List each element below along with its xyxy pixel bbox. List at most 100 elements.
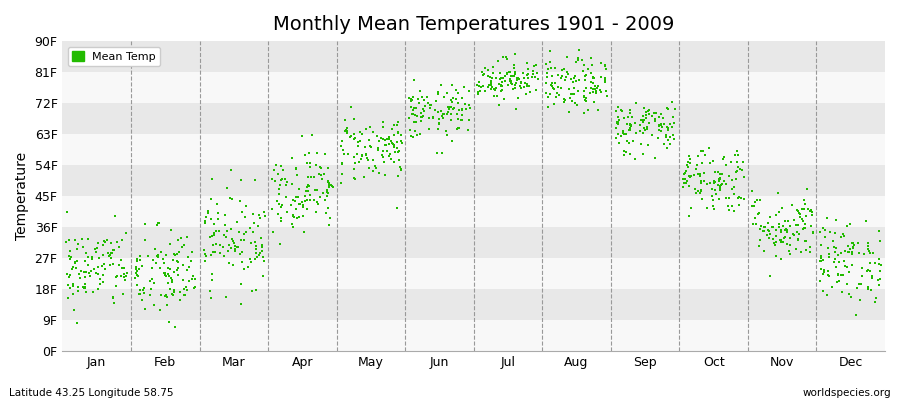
Point [779, 229, 794, 235]
Point [359, 151, 374, 157]
Point [539, 90, 554, 96]
Point [408, 128, 422, 134]
Point [253, 215, 267, 222]
Point [571, 54, 585, 61]
Point [648, 110, 662, 116]
Point [213, 242, 228, 248]
Point [161, 319, 176, 326]
Point [668, 106, 682, 112]
Point [753, 196, 768, 203]
Point [496, 75, 510, 82]
Point [204, 252, 219, 258]
Point [521, 70, 535, 77]
Point [238, 231, 252, 238]
Point [235, 249, 249, 255]
Point [228, 245, 242, 252]
Point [620, 120, 634, 127]
Point [433, 82, 447, 88]
Point [266, 206, 280, 212]
Point [66, 290, 80, 297]
Point [222, 195, 237, 202]
Point [732, 202, 746, 208]
Point [862, 260, 877, 266]
Point [706, 180, 721, 186]
Point [719, 162, 733, 168]
Legend: Mean Temp: Mean Temp [68, 47, 160, 66]
Point [571, 88, 585, 94]
Point [590, 107, 605, 113]
Point [589, 88, 603, 94]
Point [712, 196, 726, 202]
Point [481, 84, 495, 90]
Point [105, 250, 120, 256]
Point [446, 95, 460, 101]
Point [762, 273, 777, 279]
Point [652, 122, 666, 129]
Point [94, 281, 108, 288]
Point [684, 205, 698, 211]
Point [660, 124, 674, 130]
Point [836, 272, 850, 278]
Point [356, 174, 371, 180]
Point [157, 260, 171, 266]
Point [420, 100, 435, 106]
Point [578, 97, 592, 103]
Point [587, 99, 601, 106]
Point [73, 275, 87, 281]
Point [681, 164, 696, 170]
Point [633, 128, 647, 135]
Point [385, 140, 400, 146]
Point [303, 191, 318, 198]
Point [177, 292, 192, 298]
Point [707, 206, 722, 212]
Point [84, 268, 98, 274]
Point [484, 80, 499, 86]
Point [627, 120, 642, 126]
Point [796, 206, 811, 212]
Point [796, 225, 811, 232]
Point [584, 70, 598, 76]
Point [654, 121, 669, 127]
Point [707, 179, 722, 186]
Point [292, 200, 307, 207]
Point [800, 186, 814, 193]
Point [829, 244, 843, 251]
Point [695, 160, 709, 167]
Point [757, 248, 771, 254]
Point [572, 77, 586, 84]
Point [821, 272, 835, 278]
Point [91, 240, 105, 247]
Point [357, 144, 372, 150]
Point [187, 276, 202, 282]
Bar [62, 134, 885, 165]
Point [386, 140, 400, 147]
Point [179, 284, 194, 290]
Point [837, 233, 851, 239]
Point [588, 82, 602, 89]
Point [382, 151, 397, 157]
Point [382, 136, 396, 142]
Point [652, 122, 666, 128]
Point [846, 242, 860, 248]
Point [150, 219, 165, 226]
Point [439, 90, 454, 96]
Point [68, 260, 83, 266]
Point [518, 75, 532, 81]
Point [438, 128, 453, 134]
Point [246, 229, 260, 235]
Point [445, 138, 459, 144]
Point [432, 121, 446, 127]
Point [245, 288, 259, 294]
Point [582, 90, 597, 97]
Point [727, 208, 742, 214]
Point [824, 284, 839, 291]
Point [451, 90, 465, 96]
Point [635, 130, 650, 136]
Point [339, 124, 354, 131]
Point [101, 250, 115, 256]
Point [562, 86, 576, 92]
Point [570, 102, 584, 109]
Point [834, 234, 849, 240]
Point [454, 116, 468, 123]
Point [683, 174, 698, 180]
